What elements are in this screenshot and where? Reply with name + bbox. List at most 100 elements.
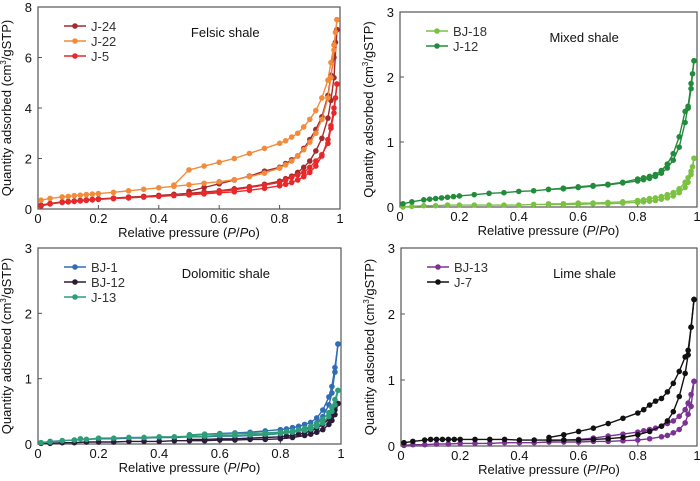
desorption-point — [646, 195, 653, 202]
adsorption-point — [501, 202, 507, 208]
desorption-point — [313, 415, 320, 421]
adsorption-point — [300, 146, 307, 153]
series-j-12 — [400, 57, 697, 207]
adsorption-point — [125, 188, 132, 194]
legend-item: BJ-13 — [427, 260, 488, 275]
desorption-point — [246, 184, 253, 191]
adsorption-point — [171, 437, 178, 444]
panel-title: Lime shale — [553, 266, 616, 281]
adsorption-point — [83, 197, 90, 204]
x-tick-label: 0.8 — [271, 211, 289, 226]
adsorption-point — [457, 440, 464, 447]
desorption-point — [335, 387, 341, 394]
series-j-7 — [401, 296, 697, 446]
legend-item: J-24 — [64, 19, 116, 34]
adsorption-point — [472, 436, 478, 443]
desorption-point — [246, 150, 253, 157]
desorption-line — [188, 83, 338, 196]
adsorption-point — [288, 179, 295, 186]
adsorption-point — [288, 158, 295, 164]
desorption-point — [319, 151, 325, 158]
adsorption-point — [294, 177, 301, 183]
adsorption-point — [71, 437, 78, 443]
desorption-point — [634, 197, 641, 204]
adsorption-point — [156, 184, 162, 191]
x-tick-label: 0.8 — [629, 448, 647, 463]
desorption-point — [313, 158, 319, 164]
desorption-point — [332, 95, 339, 101]
x-tick-label: 0.6 — [570, 448, 588, 463]
adsorption-point — [325, 115, 331, 121]
desorption-point — [186, 167, 192, 173]
desorption-point — [652, 171, 659, 178]
adsorption-point — [95, 435, 102, 441]
desorption-point — [231, 155, 238, 162]
adsorption-point — [141, 434, 147, 441]
desorption-point — [288, 134, 295, 140]
desorption-point — [590, 182, 596, 189]
desorption-point — [640, 197, 647, 203]
desorption-point — [575, 184, 581, 190]
legend-label: J-7 — [454, 275, 472, 290]
adsorption-point — [439, 436, 446, 443]
desorption-point — [332, 29, 339, 36]
adsorption-point — [313, 130, 319, 137]
desorption-point — [289, 428, 296, 434]
desorption-point — [328, 125, 334, 131]
adsorption-point — [685, 411, 691, 418]
legend-item: J-13 — [64, 290, 116, 305]
desorption-point — [201, 163, 207, 169]
adsorption-line — [402, 60, 695, 205]
desorption-point — [335, 341, 341, 347]
adsorption-point — [457, 436, 464, 443]
desorption-point — [261, 145, 268, 152]
adsorption-point — [444, 202, 451, 208]
desorption-point — [652, 398, 659, 404]
desorption-point — [670, 418, 677, 424]
series-bj-18 — [400, 155, 697, 210]
desorption-point — [300, 169, 307, 176]
plot-frame — [37, 247, 342, 445]
adsorption-point — [325, 95, 331, 101]
x-tick-label: 1 — [693, 209, 700, 224]
adsorption-point — [664, 432, 671, 439]
desorption-point — [685, 174, 691, 181]
adsorption-point — [110, 189, 117, 196]
adsorption-point — [676, 426, 683, 433]
adsorption-point — [89, 191, 96, 197]
desorption-point — [605, 181, 611, 188]
adsorption-point — [282, 162, 289, 168]
adsorption-point — [89, 197, 96, 203]
adsorption-point — [432, 195, 439, 202]
adsorption-point — [313, 163, 319, 169]
legend-label: J-24 — [91, 19, 116, 34]
adsorption-point — [307, 169, 313, 176]
adsorption-point — [141, 438, 147, 445]
desorption-point — [545, 186, 552, 193]
adsorption-point — [326, 421, 332, 428]
desorption-point — [590, 425, 597, 431]
panel-felsic: 0 0.2 0.4 0.6 0.8 1 0 2 4 6 8 Relative pressure (P/… — [0, 0, 344, 240]
desorption-point — [320, 416, 326, 422]
adsorption-point — [432, 202, 439, 209]
desorption-point — [313, 420, 320, 427]
panel-title: Felsic shale — [191, 25, 260, 40]
x-tick-label: 0.2 — [89, 211, 107, 226]
adsorption-point — [307, 158, 313, 164]
x-tick-label: 0.8 — [629, 209, 647, 224]
adsorption-point — [409, 199, 415, 205]
desorption-point — [307, 419, 314, 426]
y-axis-title: Quantity adsorbed (cm3/gSTP) — [362, 259, 377, 435]
y-tick-label: 1 — [25, 372, 32, 387]
desorption-point — [688, 324, 694, 331]
desorption-point — [261, 182, 268, 188]
y-tick-label: 2 — [388, 307, 395, 322]
desorption-point — [332, 364, 338, 371]
legend-marker-icon — [72, 294, 78, 300]
adsorption-point — [487, 436, 493, 443]
y-axis-title: Quantity adsorbed (cm3/gSTP) — [361, 21, 376, 197]
adsorption-point — [77, 198, 84, 204]
legend-item: J-7 — [427, 275, 472, 290]
y-tick-label: 2 — [387, 70, 394, 85]
adsorption-point — [486, 202, 492, 208]
